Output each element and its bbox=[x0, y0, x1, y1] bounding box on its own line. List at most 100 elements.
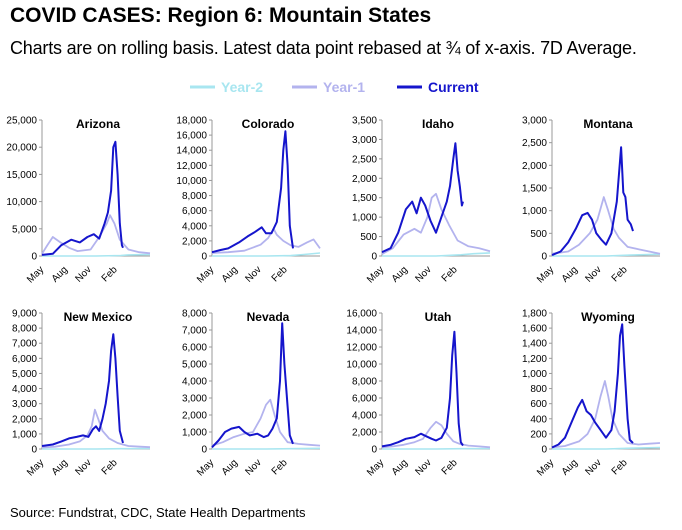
y-tick-label: 3,000 bbox=[182, 394, 207, 405]
legend-label-current: Current bbox=[428, 79, 479, 95]
y-tick-label: 10,000 bbox=[6, 197, 37, 208]
y-tick-label: 1,600 bbox=[522, 324, 547, 335]
y-tick-label: 4,000 bbox=[352, 411, 377, 422]
chart-legend: Year-2 Year-1 Current bbox=[190, 79, 479, 95]
y-tick-label: 0 bbox=[31, 252, 37, 263]
x-tick-label: Aug bbox=[220, 264, 240, 284]
y-tick-label: 8,000 bbox=[182, 191, 207, 202]
y-tick-label: 200 bbox=[530, 429, 547, 440]
x-tick-label: May bbox=[365, 264, 386, 285]
series-line-year-2 bbox=[212, 252, 321, 257]
y-tick-label: 0 bbox=[541, 252, 547, 263]
series-line-year-2 bbox=[552, 446, 661, 450]
y-tick-label: 15,000 bbox=[6, 170, 37, 181]
x-tick-label: Feb bbox=[100, 264, 120, 284]
y-tick-label: 8,000 bbox=[12, 324, 37, 335]
y-tick-label: 800 bbox=[530, 384, 547, 395]
x-tick-label: Nov bbox=[413, 457, 433, 477]
y-tick-label: 4,000 bbox=[182, 221, 207, 232]
x-tick-label: Aug bbox=[220, 457, 240, 477]
x-tick-label: May bbox=[195, 264, 216, 285]
y-tick-label: 3,000 bbox=[522, 116, 547, 127]
series-line-year-1 bbox=[211, 398, 321, 447]
y-tick-label: 500 bbox=[360, 232, 377, 243]
x-tick-label: Feb bbox=[270, 457, 290, 477]
y-tick-label: 20,000 bbox=[6, 143, 37, 154]
x-tick-label: Nov bbox=[583, 264, 603, 284]
y-tick-label: 18,000 bbox=[176, 116, 207, 127]
y-tick-label: 1,200 bbox=[522, 354, 547, 365]
y-tick-label: 6,000 bbox=[182, 206, 207, 217]
x-tick-label: Aug bbox=[560, 457, 580, 477]
y-tick-label: 0 bbox=[31, 445, 37, 456]
legend-label-year-2: Year-2 bbox=[221, 79, 263, 95]
y-tick-label: 14,000 bbox=[176, 146, 207, 157]
y-tick-label: 5,000 bbox=[12, 369, 37, 380]
x-tick-label: Aug bbox=[390, 264, 410, 284]
x-tick-label: Feb bbox=[440, 457, 460, 477]
x-tick-label: Aug bbox=[50, 264, 70, 284]
chart-new-mexico: 0 1,000 2,000 3,000 4,000 5,000 6,000 7,000 8,00… bbox=[12, 309, 151, 478]
chart-montana: 0 500 1,000 1,500 2,000 2,500 3,000 May Aug Nov Fe… bbox=[522, 116, 661, 285]
y-tick-label: 16,000 bbox=[346, 309, 377, 320]
series-line-year-1 bbox=[551, 196, 661, 255]
series-line-current bbox=[41, 333, 124, 447]
y-tick-label: 2,500 bbox=[352, 154, 377, 165]
y-tick-label: 25,000 bbox=[6, 116, 37, 127]
x-tick-label: May bbox=[195, 457, 216, 478]
x-tick-label: Feb bbox=[610, 264, 630, 284]
y-tick-label: 12,000 bbox=[176, 161, 207, 172]
y-tick-label: 0 bbox=[201, 445, 207, 456]
y-tick-label: 14,000 bbox=[346, 326, 377, 337]
series-line-year-1 bbox=[211, 227, 321, 254]
y-tick-label: 1,800 bbox=[522, 309, 547, 320]
series-line-current bbox=[381, 142, 464, 254]
y-tick-label: 8,000 bbox=[182, 309, 207, 320]
y-tick-label: 0 bbox=[541, 445, 547, 456]
y-tick-label: 2,000 bbox=[352, 174, 377, 185]
x-tick-label: Feb bbox=[100, 457, 120, 477]
series-line-year-2 bbox=[552, 253, 661, 257]
series-line-year-1 bbox=[381, 192, 491, 255]
y-tick-label: 0 bbox=[371, 252, 377, 263]
chart-title: Wyoming bbox=[581, 310, 635, 324]
y-tick-label: 5,000 bbox=[182, 360, 207, 371]
x-tick-label: May bbox=[365, 457, 386, 478]
chart-title: New Mexico bbox=[64, 310, 133, 324]
y-tick-label: 1,500 bbox=[352, 193, 377, 204]
y-tick-label: 10,000 bbox=[176, 176, 207, 187]
series-line-year-1 bbox=[41, 408, 151, 449]
y-tick-label: 1,000 bbox=[182, 428, 207, 439]
chart-wyoming: 0 200 400 600 800 1,000 1,200 1,400 1,600 1,800 Ma… bbox=[522, 309, 661, 478]
x-tick-label: Aug bbox=[50, 457, 70, 477]
y-tick-label: 8,000 bbox=[352, 377, 377, 388]
x-tick-label: May bbox=[535, 264, 556, 285]
y-tick-label: 3,000 bbox=[352, 135, 377, 146]
chart-title: Montana bbox=[583, 117, 633, 131]
chart-title: Colorado bbox=[242, 117, 295, 131]
x-tick-label: Nov bbox=[73, 264, 93, 284]
y-tick-label: 0 bbox=[371, 445, 377, 456]
y-tick-label: 10,000 bbox=[346, 360, 377, 371]
y-tick-label: 1,500 bbox=[522, 184, 547, 195]
y-tick-label: 1,000 bbox=[12, 429, 37, 440]
x-tick-label: Aug bbox=[390, 457, 410, 477]
chart-title: Idaho bbox=[422, 117, 454, 131]
y-tick-label: 2,000 bbox=[522, 161, 547, 172]
series-line-year-2 bbox=[42, 253, 151, 257]
y-tick-label: 500 bbox=[530, 229, 547, 240]
series-line-current bbox=[551, 146, 634, 257]
x-tick-label: Nov bbox=[413, 264, 433, 284]
y-tick-label: 2,000 bbox=[352, 428, 377, 439]
y-tick-label: 5,000 bbox=[12, 224, 37, 235]
legend-label-year-1: Year-1 bbox=[323, 79, 365, 95]
chart-title: Utah bbox=[425, 310, 452, 324]
y-tick-label: 400 bbox=[530, 414, 547, 425]
chart-arizona: 0 5,000 10,000 15,000 20,000 25,000 May Aug Nov F… bbox=[6, 116, 151, 285]
y-tick-label: 9,000 bbox=[12, 309, 37, 320]
chart-colorado: 0 2,000 4,000 6,000 8,000 10,000 12,000 14,000 1… bbox=[176, 116, 321, 285]
series-line-current bbox=[551, 323, 634, 449]
x-tick-label: Nov bbox=[583, 457, 603, 477]
series-line-current bbox=[381, 330, 464, 448]
x-tick-label: May bbox=[25, 264, 46, 285]
